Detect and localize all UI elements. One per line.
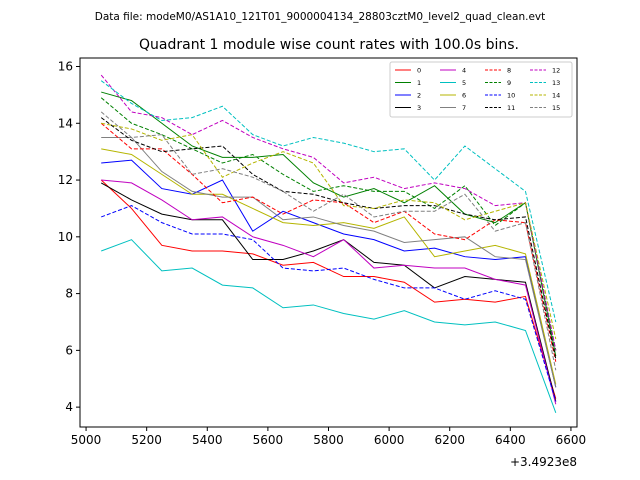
series-line-8 [100,122,557,362]
series-line-6 [101,148,557,385]
x-axis: 5000 5200 5400 5600 5800 6000 6200 6400 6600 [71,427,586,447]
x-tick-label: 6000 [374,433,405,447]
series-line-2 [101,159,557,388]
x-tick-label: 6400 [495,433,526,447]
legend-label-2: 2 [417,92,421,100]
series-line-15 [100,111,557,371]
x-tick-label: 6600 [556,433,587,447]
x-tick-label: 5800 [313,433,344,447]
y-tick-label: 10 [58,230,73,244]
x-tick-label: 5200 [131,433,162,447]
legend-label-5: 5 [462,79,466,87]
x-tick-label: 5400 [192,433,223,447]
y-axis: 4 6 8 10 12 14 16 [58,60,80,414]
legend-label-10: 10 [507,92,515,100]
series-line-3 [100,182,557,402]
series-line-10 [101,205,557,402]
legend-box [389,61,573,118]
series-line-7 [101,136,557,388]
legend-label-11: 11 [507,104,515,112]
series-line-1 [101,91,557,357]
legend-label-15: 15 [552,104,560,112]
legend-label-9: 9 [507,79,511,87]
x-offset-label: +3.4923e8 [510,455,577,469]
series-line-14 [101,122,557,340]
y-tick-label: 16 [58,60,73,74]
y-tick-label: 6 [65,343,73,357]
legend-label-6: 6 [462,92,466,100]
legend-label-4: 4 [462,67,466,75]
legend-label-14: 14 [552,92,560,100]
x-tick-label: 5000 [71,433,102,447]
x-tick-label: 6200 [434,433,465,447]
legend-label-7: 7 [462,104,466,112]
legend-label-13: 13 [552,79,560,87]
series-line-0 [100,179,557,399]
legend-label-12: 12 [552,67,560,75]
legend-label-0: 0 [417,67,421,75]
legend-label-8: 8 [507,67,511,75]
legend-label-3: 3 [417,104,421,112]
y-tick-label: 4 [65,400,73,414]
chart-suptitle: Data file: modeM0/AS1A10_121T01_90000041… [95,11,546,23]
y-tick-label: 12 [58,173,73,187]
plot-lines [100,74,557,413]
chart-title: Quadrant 1 module wise count rates with … [139,37,519,53]
series-line-11 [100,117,557,359]
series-line-5 [101,239,557,413]
x-tick-label: 5600 [253,433,284,447]
series-line-4 [101,179,557,405]
y-tick-label: 14 [58,116,73,130]
series-line-12 [100,74,557,351]
y-tick-label: 8 [65,287,73,301]
series-line-13 [100,80,557,323]
legend-label-1: 1 [417,79,421,87]
